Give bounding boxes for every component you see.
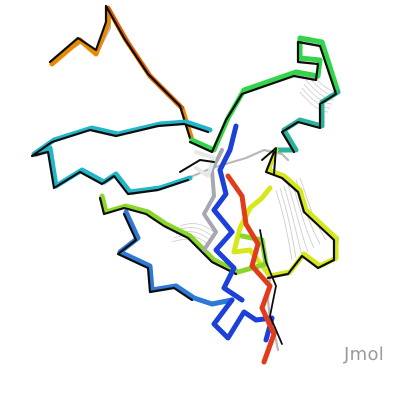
- backbone-trace-black: [98, 196, 238, 276]
- jmol-watermark: Jmol: [344, 344, 385, 365]
- backbone-segment-navy: [211, 297, 275, 343]
- sweep-line: [305, 79, 335, 101]
- backbone-trace-black: [264, 150, 336, 280]
- backbone-segment-gray-central: [202, 148, 224, 252]
- backbone-main: [30, 4, 341, 365]
- backbone-segment-red: [225, 173, 277, 365]
- backbone-segment-navy-central: [211, 123, 245, 303]
- backbone-trace-black: [48, 4, 192, 140]
- ensemble-sweep: [171, 71, 339, 261]
- backbone-trace-black: [259, 229, 283, 345]
- sweep-line: [179, 223, 215, 233]
- backbone-segment-green: [189, 35, 341, 153]
- backbone-trace-black: [261, 147, 277, 175]
- backbone-trace-black: [188, 40, 338, 154]
- sweep-line: [299, 177, 327, 241]
- backbone-trace-black: [179, 159, 215, 173]
- backbone-trace-black: [116, 212, 194, 302]
- sweep-line: [279, 187, 297, 259]
- sweep-line: [177, 227, 213, 237]
- backbone-trace-black: [30, 122, 210, 196]
- sweep-line: [275, 189, 293, 261]
- backbone-segment-yellow: [231, 147, 339, 279]
- sweep-line: [301, 87, 331, 109]
- backbone-segment-cyan: [31, 119, 213, 195]
- sweep-line: [303, 83, 333, 105]
- backbone-segment-orange: [49, 5, 195, 143]
- sweep-line: [283, 185, 303, 257]
- backbone-segment-teal: [273, 89, 341, 153]
- backbone-segment-white: [194, 150, 216, 178]
- sweep-line: [287, 183, 309, 253]
- sweep-line: [299, 91, 329, 113]
